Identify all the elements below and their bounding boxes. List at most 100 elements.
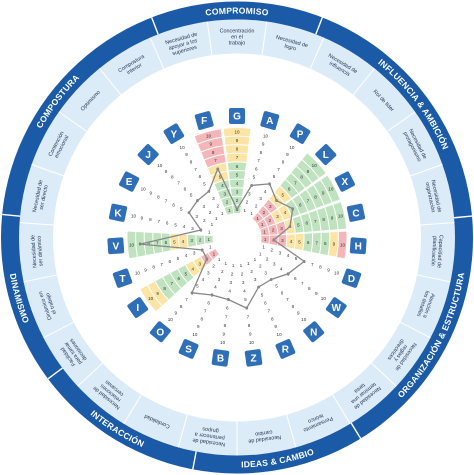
trait-letter: G <box>233 112 241 123</box>
scale-number: 3 <box>281 238 284 243</box>
profile-point <box>275 199 278 202</box>
letter-box-bg <box>303 321 325 343</box>
scale-number: 1 <box>221 211 224 216</box>
scale-number: 3 <box>254 277 257 282</box>
scale-number: 4 <box>214 285 217 290</box>
scale-number: 8 <box>171 175 174 180</box>
letter-box: C <box>346 203 366 222</box>
scale-number: 6 <box>184 186 187 191</box>
scale-number: 2 <box>231 272 234 277</box>
scale-number: 8 <box>163 286 166 291</box>
score-cell <box>153 232 163 254</box>
scale-number: 1 <box>247 261 250 266</box>
trait-letter: R <box>282 345 290 356</box>
scale-number: 1 <box>259 251 262 256</box>
scale-number: 6 <box>165 240 168 245</box>
trait-letter: S <box>185 345 192 356</box>
scale-number: 4 <box>182 239 185 244</box>
scale-number: 6 <box>199 174 202 179</box>
scale-number: 1 <box>208 229 211 234</box>
score-cell <box>302 153 326 178</box>
scale-number: 5 <box>180 206 183 211</box>
trait-letter: T <box>119 274 125 285</box>
scale-number: 10 <box>148 296 154 301</box>
scale-number: 7 <box>257 158 260 163</box>
scale-number: 4 <box>236 181 239 186</box>
scale-number: 1 <box>224 261 227 266</box>
letter-box-bg <box>211 349 230 367</box>
trait-divider <box>206 21 213 56</box>
trait-letter: A <box>266 116 273 127</box>
scale-number: 4 <box>202 277 205 282</box>
trait-letter: Y <box>171 129 178 140</box>
scale-number: 7 <box>185 297 188 302</box>
letter-box-bg <box>349 237 367 255</box>
scale-number: 10 <box>206 133 212 138</box>
scale-number: 1 <box>218 257 221 262</box>
letter-box-bg <box>334 171 355 192</box>
score-cell <box>224 205 234 215</box>
letter-box: F <box>194 111 214 130</box>
letter-box: L <box>315 144 337 166</box>
scale-number: 6 <box>294 276 297 281</box>
scale-number: 1 <box>250 211 253 216</box>
scale-number: 6 <box>207 300 210 305</box>
scale-number: 4 <box>287 253 290 258</box>
scale-number: 9 <box>150 190 153 195</box>
scale-number: 10 <box>340 242 346 247</box>
trait-letter: D <box>348 274 355 285</box>
letter-box-bg <box>275 339 296 359</box>
score-cell <box>228 171 246 180</box>
letter-box-bg <box>178 339 199 359</box>
letter-box: D <box>341 268 362 288</box>
scale-number: 10 <box>312 163 318 168</box>
trait-divider <box>123 394 142 425</box>
score-cell <box>268 224 278 235</box>
scale-number: 5 <box>297 222 300 227</box>
scale-number: 6 <box>288 186 291 191</box>
scale-number: 10 <box>220 340 226 345</box>
scale-number: 10 <box>263 133 269 138</box>
scale-number: 10 <box>131 214 137 219</box>
scale-number: 2 <box>259 264 262 269</box>
scale-number: 10 <box>135 270 141 275</box>
score-cell <box>144 232 154 256</box>
scale-number: 9 <box>236 138 239 143</box>
score-cell <box>170 233 180 251</box>
profile-point <box>216 167 220 171</box>
letter-box-bg <box>315 144 337 166</box>
scale-number: 1 <box>254 257 257 262</box>
scale-number: 9 <box>327 268 330 273</box>
score-cell <box>179 234 188 249</box>
scale-number: 9 <box>286 152 289 157</box>
category-divider <box>2 213 21 217</box>
score-cell <box>261 235 270 244</box>
scale-number: 4 <box>264 189 267 194</box>
scale-number: 3 <box>223 191 226 196</box>
scale-number: 3 <box>248 191 251 196</box>
trait-letter: Z <box>250 353 256 364</box>
scale-number: 2 <box>250 269 253 274</box>
scale-number: 5 <box>275 284 278 289</box>
scale-number: 7 <box>268 308 271 313</box>
score-cell <box>320 232 330 256</box>
profile-point <box>245 306 249 310</box>
letter-box-bg <box>107 237 125 255</box>
scale-number: 9 <box>185 152 188 157</box>
category-divider <box>350 422 362 439</box>
scale-number: 8 <box>322 217 325 222</box>
scale-number: 4 <box>228 289 231 294</box>
trait-label: Necesidad decambio <box>247 427 281 444</box>
score-cell <box>230 188 244 197</box>
letter-box-bg <box>149 321 171 343</box>
scale-number: 8 <box>180 304 183 309</box>
letter-box-bg <box>112 268 133 288</box>
letter-box-bg <box>163 123 185 144</box>
scale-number: 6 <box>166 221 169 226</box>
scale-number: 5 <box>174 222 177 227</box>
trait-divider <box>23 274 57 283</box>
scale-number: 4 <box>280 266 283 271</box>
trait-divider <box>400 321 431 339</box>
scale-number: 3 <box>195 214 198 219</box>
